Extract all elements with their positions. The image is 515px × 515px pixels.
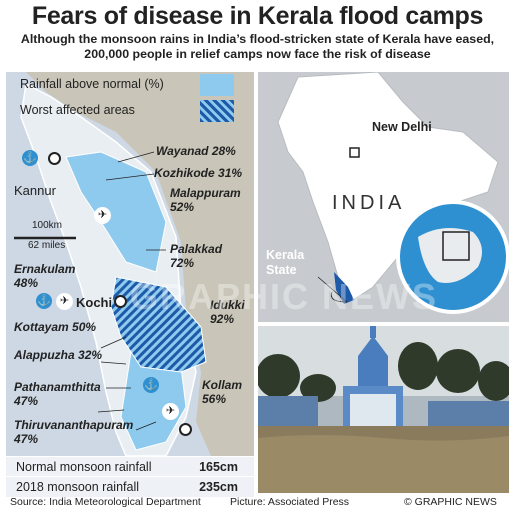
flood-photo-illustration [258, 326, 509, 493]
credit-source: Source: India Meteorological Department [10, 496, 201, 508]
stat-normal: Normal monsoon rainfall 165cm [6, 456, 254, 477]
anchor-icon-south: ⚓ [143, 377, 159, 393]
airport-icon-kannur: ✈ [94, 207, 111, 224]
district-pathanamthitta: Pathanamthitta 47% [14, 380, 101, 408]
stat-2018: 2018 monsoon rainfall 235cm [6, 476, 254, 497]
district-idukki: Idukki 92% [210, 298, 245, 326]
district-malappuram: Malappuram 52% [170, 186, 241, 214]
legend-worst-label: Worst affected areas [20, 103, 135, 117]
kerala-highlight [334, 272, 354, 304]
neighbour-land [6, 72, 254, 456]
city-marker-south-icon [179, 423, 192, 436]
page-title: Fears of disease in Kerala flood camps [31, 2, 484, 30]
city-marker-kochi-icon [114, 295, 127, 308]
credit-picture: Picture: Associated Press [230, 496, 350, 508]
leader-lines [97, 151, 166, 431]
district-kozhikode: Kozhikode 31% [154, 166, 243, 180]
credit-brand: © GRAPHIC NEWS [404, 496, 497, 508]
capital-marker-icon [349, 147, 360, 158]
page-subtitle: Although the monsoon rains in India’s fl… [20, 32, 495, 61]
scale-km: 100km [32, 220, 63, 231]
district-ernakulam: Ernakulam 48% [14, 262, 76, 290]
globe-frame [442, 231, 470, 261]
anchor-icon-kochi: ⚓ [36, 293, 52, 309]
stat-2018-value: 235cm [199, 480, 238, 494]
district-thiruvananthapuram: Thiruvananthapuram 47% [14, 418, 134, 446]
rainfall-region-north [65, 151, 167, 273]
kerala-map-panel: Rainfall above normal (%) Worst affected… [6, 72, 254, 456]
stat-normal-label: Normal monsoon rainfall [16, 460, 152, 474]
legend-rainfall-swatch [200, 74, 234, 96]
country-label: INDIA [332, 192, 406, 214]
city-label-kochi: Kochi [76, 295, 113, 310]
district-kottayam: Kottayam 50% [14, 320, 97, 334]
city-label-kannur: Kannur [14, 183, 56, 198]
district-wayanad: Wayanad 28% [156, 144, 236, 158]
district-alappuzha: Alappuzha 32% [14, 348, 103, 362]
airport-icon-kochi: ✈ [56, 293, 73, 310]
stat-2018-label: 2018 monsoon rainfall [16, 480, 139, 494]
worst-affected-region [110, 276, 207, 373]
scale-miles: 62 miles [28, 240, 66, 251]
india-locator-map [277, 72, 509, 314]
flood-photo [258, 326, 509, 493]
anchor-icon-kannur: ⚓ [22, 150, 38, 166]
india-locator-panel: New Delhi INDIA Kerala State [258, 72, 509, 322]
capital-label: New Delhi [372, 120, 432, 134]
district-palakkad: Palakkad 72% [170, 242, 223, 270]
legend-worst: Worst affected areas [20, 100, 234, 122]
airport-icon-south: ✈ [162, 403, 179, 420]
kerala-map [6, 72, 254, 456]
legend-worst-swatch [200, 100, 234, 122]
legend-rainfall: Rainfall above normal (%) [20, 74, 234, 96]
district-kollam: Kollam 56% [202, 378, 243, 406]
stat-normal-value: 165cm [199, 460, 238, 474]
legend-rainfall-label: Rainfall above normal (%) [20, 77, 164, 91]
city-marker-kannur-icon [48, 152, 61, 165]
state-label: Kerala State [266, 248, 305, 277]
watermark: GRAPHIC NEWS [130, 276, 439, 317]
